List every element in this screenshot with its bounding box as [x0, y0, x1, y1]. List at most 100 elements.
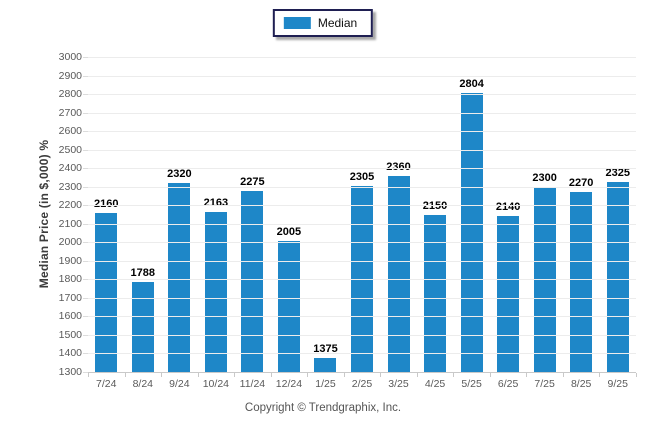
bar-slot: 2804 — [453, 57, 490, 372]
x-axis-tick — [380, 373, 382, 377]
x-axis-tick — [636, 373, 637, 377]
bar — [314, 358, 337, 372]
gridline — [88, 94, 636, 96]
y-axis-tick-label: 2000 — [58, 236, 82, 249]
bar — [277, 241, 300, 372]
bar-slot: 2325 — [599, 57, 636, 372]
gridline — [88, 297, 636, 299]
y-axis-tick-label: 2800 — [58, 88, 82, 101]
y-axis-tick-labels: 1300 1400 1500 1600 1700 1800 1900 2000 2100 2200… — [46, 51, 82, 378]
y-axis-tick — [83, 186, 88, 188]
gridline — [88, 279, 636, 281]
bar-value-label: 2270 — [568, 177, 594, 190]
y-axis-tick-label: 1500 — [58, 328, 82, 341]
gridline — [88, 260, 636, 262]
bar-value-label: 2325 — [605, 167, 630, 180]
bar-value-label: 2300 — [532, 171, 557, 184]
y-axis-tick-label: 1300 — [58, 366, 82, 378]
y-axis-tick-label: 2700 — [58, 106, 82, 119]
x-axis-tick-label: 7/24 — [96, 378, 117, 390]
bar-value-label: 1375 — [313, 343, 338, 356]
bar — [241, 191, 264, 372]
x-axis-tick-label: 6/25 — [497, 378, 519, 390]
x-axis-tick — [562, 373, 564, 377]
bar-slot: 2150 — [417, 57, 454, 372]
bar — [497, 216, 520, 372]
x-axis-tick-label: 9/25 — [607, 378, 628, 390]
bar — [570, 192, 593, 372]
bar — [606, 182, 629, 372]
y-axis-tick — [83, 297, 88, 299]
y-axis-tick — [83, 94, 88, 96]
legend-swatch-median — [283, 17, 311, 29]
y-axis-tick-label: 1600 — [58, 310, 82, 323]
y-axis-tick-label: 2300 — [58, 180, 82, 193]
x-axis-tick — [453, 373, 455, 377]
bar — [424, 214, 447, 372]
x-axis-tick — [270, 373, 272, 377]
bar-slot: 1375 — [307, 57, 344, 372]
bar-value-label: 1788 — [130, 266, 156, 279]
y-axis-tick — [83, 131, 88, 133]
copyright-text: Copyright © Trendgraphix, Inc. — [244, 402, 402, 414]
bar-slot: 2275 — [234, 57, 271, 372]
y-axis-tick — [83, 242, 88, 244]
x-axis-tick — [416, 373, 418, 377]
y-axis-tick-label: 2100 — [58, 217, 82, 230]
plot-area: 2160 1788 2320 2163 2275 2005 1375 2305 2360 2150… — [83, 57, 637, 377]
bar — [350, 185, 373, 372]
y-axis-tick — [83, 260, 88, 262]
gridline — [88, 205, 636, 207]
y-axis-tick — [83, 353, 88, 355]
bar — [460, 93, 483, 372]
bar — [204, 212, 227, 372]
x-axis-tick — [161, 373, 163, 377]
y-axis-tick — [83, 372, 88, 373]
x-axis-tick-label: 2/25 — [351, 378, 373, 390]
y-axis-tick-label: 1400 — [58, 347, 82, 360]
legend-label-median: Median — [317, 16, 358, 30]
bar-slot: 2305 — [344, 57, 381, 372]
bar-series-median: 2160 1788 2320 2163 2275 2005 1375 2305 2360 2150… — [88, 57, 636, 372]
bar — [168, 183, 191, 372]
gridline — [88, 149, 636, 151]
bar-value-label: 2163 — [203, 197, 229, 210]
bar-slot: 2160 — [88, 57, 125, 372]
bar-value-label: 2305 — [349, 170, 375, 183]
legend: Median — [272, 9, 374, 37]
y-axis-tick — [83, 316, 88, 318]
y-axis-tick-label: 2400 — [58, 162, 82, 175]
bar-value-label: 2140 — [495, 201, 521, 214]
x-axis-tick — [343, 373, 345, 377]
bar-slot: 2270 — [563, 57, 600, 372]
x-axis-tick-label: 12/24 — [275, 378, 303, 390]
bar-value-label: 2360 — [386, 160, 411, 173]
y-axis-tick-label: 1900 — [58, 254, 82, 267]
bar-value-label: 2320 — [167, 168, 192, 180]
bar-value-label: 2005 — [276, 226, 302, 239]
y-axis-tick — [83, 112, 88, 114]
y-axis-tick — [83, 223, 88, 225]
x-axis-tick — [526, 373, 528, 377]
gridline — [88, 112, 636, 114]
bar-value-label: 2160 — [94, 197, 119, 210]
bar — [95, 212, 118, 372]
bar-slot: 2300 — [526, 57, 563, 372]
bar-value-label: 2275 — [240, 176, 265, 189]
y-axis-tick-label: 1700 — [58, 291, 82, 304]
y-axis-tick-label: 2600 — [58, 125, 82, 138]
y-axis-tick-label: 2900 — [58, 69, 82, 82]
bar-slot: 2140 — [490, 57, 527, 372]
gridline — [88, 223, 636, 225]
y-axis-tick — [83, 168, 88, 170]
y-axis-tick — [83, 279, 88, 281]
x-axis-tick — [124, 373, 126, 377]
y-axis-tick-label: 1800 — [58, 273, 82, 286]
gridline — [88, 242, 636, 244]
bar — [131, 281, 154, 372]
gridline — [88, 131, 636, 133]
y-axis-tick — [83, 205, 88, 207]
x-axis-tick — [197, 373, 199, 377]
y-axis-tick — [83, 75, 88, 77]
